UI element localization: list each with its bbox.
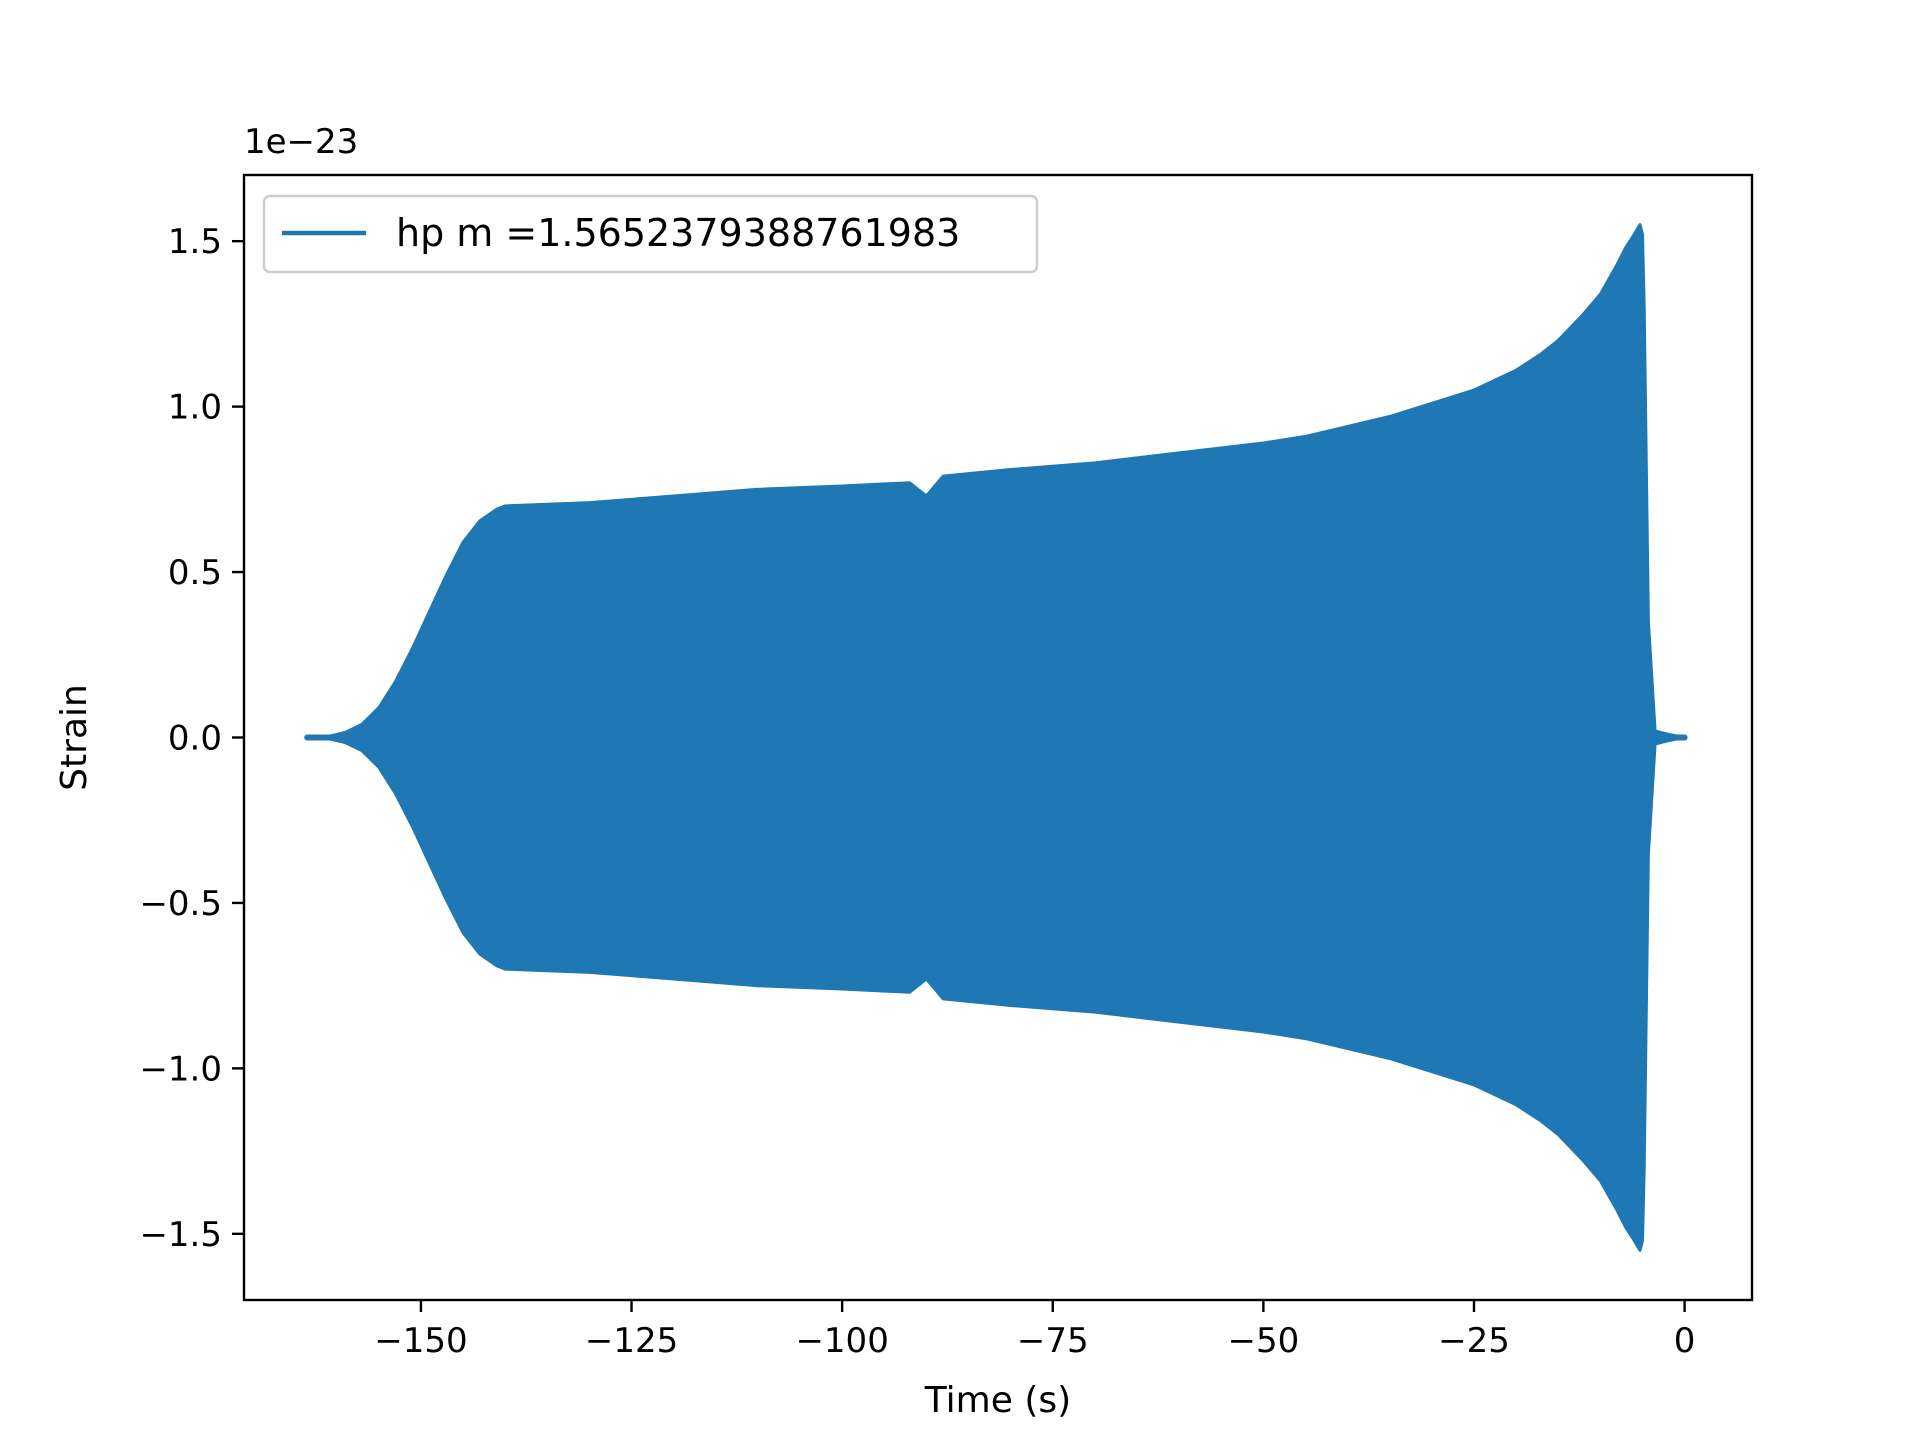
x-tick-label: −150 (374, 1321, 467, 1361)
legend-entry-label: hp m =1.5652379388761983 (396, 211, 960, 255)
y-tick-label: 1.5 (168, 222, 222, 262)
y-axis: −1.5 −1.0 −0.5 0.0 0.5 1.0 1.5 (139, 222, 244, 1255)
x-tick-label: −75 (1017, 1321, 1089, 1361)
x-tick-label: −50 (1227, 1321, 1299, 1361)
y-tick-label: −1.0 (139, 1049, 222, 1089)
legend: hp m =1.5652379388761983 (262, 194, 1039, 274)
x-tick-label: −125 (585, 1321, 678, 1361)
y-offset-label: 1e−23 (244, 122, 358, 162)
legend-box (262, 194, 1039, 274)
x-tick-label: −25 (1438, 1321, 1510, 1361)
y-tick-label: 1.0 (168, 388, 222, 428)
y-tick-label: −1.5 (139, 1215, 222, 1255)
y-tick-label: −0.5 (139, 884, 222, 924)
y-axis-label: Strain (54, 684, 95, 791)
x-axis-label: Time (s) (924, 1380, 1071, 1421)
y-tick-label: 0.5 (168, 553, 222, 593)
x-axis: −150 −125 −100 −75 −50 −25 0 (374, 1300, 1695, 1361)
y-tick-label: 0.0 (168, 719, 222, 759)
x-tick-label: 0 (1674, 1321, 1696, 1361)
x-tick-label: −100 (795, 1321, 888, 1361)
plot-area (304, 223, 1688, 1252)
